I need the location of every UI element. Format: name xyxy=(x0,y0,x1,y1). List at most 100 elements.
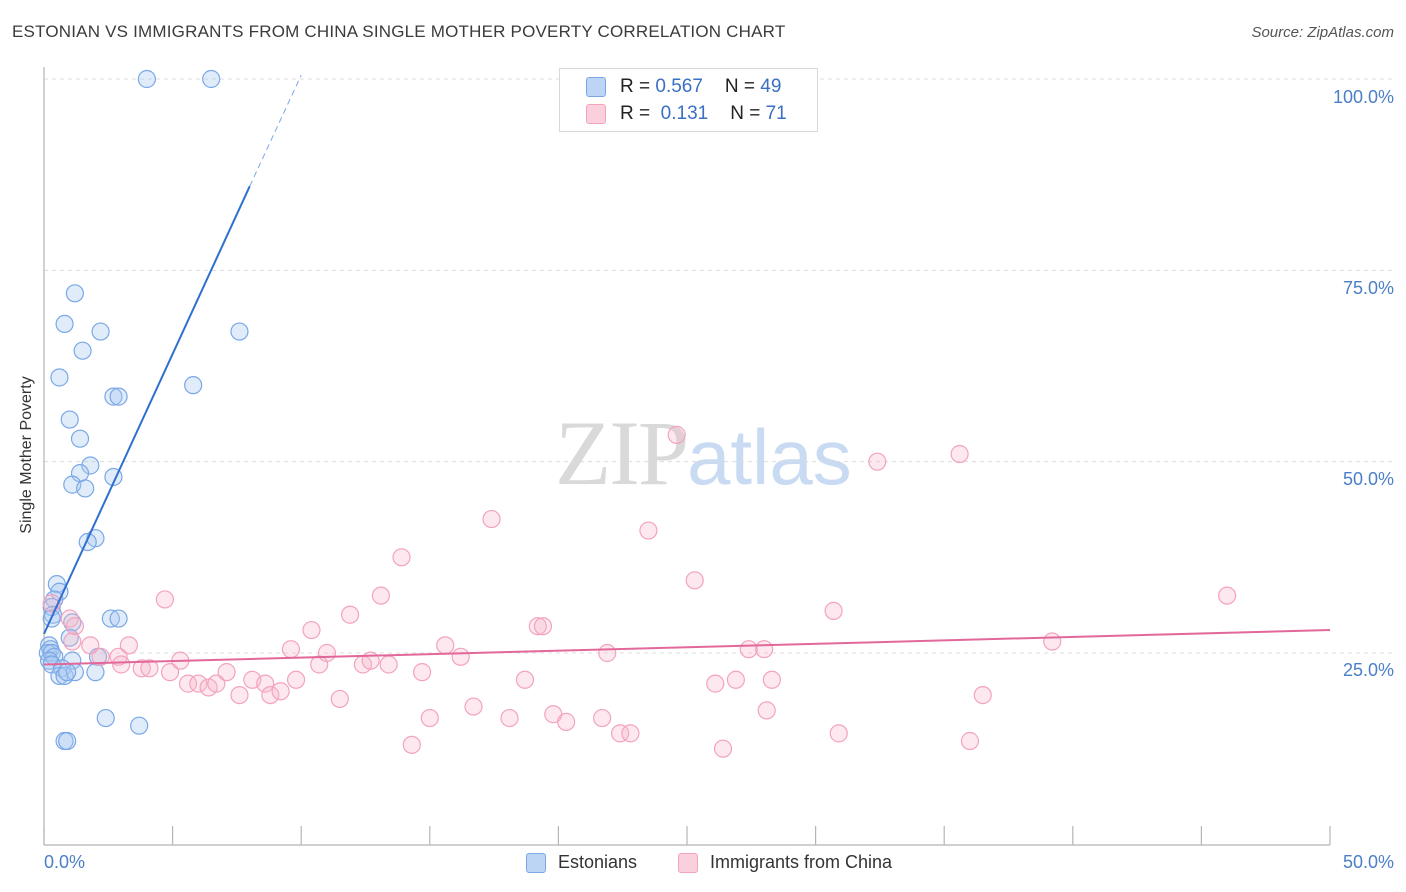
data-point-china xyxy=(160,663,180,682)
legend-r-value: 0.567 xyxy=(655,76,703,97)
legend-swatch-estonians xyxy=(586,77,606,97)
data-point-china xyxy=(950,444,969,464)
data-point-china xyxy=(286,670,306,689)
data-point-china xyxy=(598,643,617,663)
data-point-estonians xyxy=(63,651,82,670)
data-point-china xyxy=(667,425,686,444)
data-point-estonians xyxy=(96,708,115,728)
source-label: Source: ZipAtlas.com xyxy=(1251,24,1394,41)
y-tick-label-100: 100.0% xyxy=(1332,87,1394,107)
data-point-china xyxy=(65,617,84,636)
data-point-china xyxy=(436,636,455,655)
data-point-estonians xyxy=(109,609,128,628)
data-point-china xyxy=(482,509,501,529)
data-point-estonians xyxy=(109,387,128,406)
chart-title: ESTONIAN VS IMMIGRANTS FROM CHINA SINGLE… xyxy=(12,22,786,41)
watermark-atlas: atlas xyxy=(687,413,852,501)
data-point-china xyxy=(706,674,725,693)
data-point-china xyxy=(230,685,249,705)
data-point-china xyxy=(739,640,758,659)
data-point-china xyxy=(155,590,174,609)
data-point-china xyxy=(217,663,236,682)
data-point-china xyxy=(726,670,745,689)
data-point-estonians xyxy=(65,284,84,303)
data-point-estonians xyxy=(60,410,79,429)
data-point-china xyxy=(189,674,208,693)
data-point-china xyxy=(713,739,733,758)
data-point-china xyxy=(1043,632,1062,651)
data-point-china xyxy=(639,521,658,540)
bottom-legend-label-estonians: Estonians xyxy=(558,852,638,872)
data-point-estonians xyxy=(81,456,100,475)
data-point-estonians xyxy=(76,479,95,498)
bottom-legend-swatch-china xyxy=(678,853,698,873)
data-point-china xyxy=(1218,586,1237,605)
legend-n-value: 71 xyxy=(765,103,787,124)
data-point-estonians xyxy=(137,69,156,89)
data-point-china xyxy=(412,663,432,682)
data-point-china xyxy=(256,674,275,693)
data-point-china xyxy=(261,685,280,705)
data-point-china xyxy=(317,643,337,663)
y-tick-label-25: 25.0% xyxy=(1342,660,1394,680)
data-point-estonians xyxy=(55,314,74,334)
legend-r-label: R = xyxy=(620,103,656,124)
data-point-china xyxy=(829,724,848,743)
data-point-estonians xyxy=(91,322,110,341)
data-point-china xyxy=(500,708,519,728)
data-point-china xyxy=(533,617,553,636)
data-point-china xyxy=(112,655,131,674)
data-point-china xyxy=(302,620,321,640)
data-point-estonians xyxy=(58,663,77,682)
legend-swatch-china xyxy=(586,104,606,124)
data-point-estonians xyxy=(50,368,69,387)
trend-line-estonians xyxy=(43,185,251,635)
bottom-legend-label-china: Immigrants from China xyxy=(710,852,893,872)
data-point-estonians xyxy=(202,69,221,89)
data-point-china xyxy=(528,617,547,636)
y-axis-label: Single Mother Poverty xyxy=(18,376,35,534)
data-point-china xyxy=(81,636,100,655)
data-point-china xyxy=(271,682,290,701)
trend-line-estonians-extension xyxy=(249,74,302,187)
legend-n-label: N = xyxy=(724,76,761,97)
legend-r-label: R = xyxy=(620,76,656,97)
data-point-china xyxy=(762,670,781,689)
y-tick-label-75: 75.0% xyxy=(1342,278,1394,298)
data-point-estonians xyxy=(86,663,105,682)
watermark: ZIPatlas xyxy=(555,400,852,506)
x-tick-label-min: 0.0% xyxy=(44,852,86,872)
x-tick-label-max: 50.0% xyxy=(1342,852,1394,872)
data-point-estonians xyxy=(70,429,90,448)
data-point-china xyxy=(621,724,640,743)
data-point-china xyxy=(451,647,470,666)
data-point-estonians xyxy=(73,341,92,360)
data-point-china xyxy=(207,674,226,693)
data-point-china xyxy=(140,659,159,678)
data-point-china xyxy=(611,724,630,743)
data-point-china xyxy=(685,571,704,590)
data-point-china xyxy=(379,655,398,674)
data-point-china xyxy=(178,674,198,693)
data-point-estonians xyxy=(104,387,123,406)
y-tick-label-50: 50.0% xyxy=(1342,469,1394,489)
watermark-zip: ZIP xyxy=(555,402,689,504)
data-point-china xyxy=(420,708,439,728)
bottom-legend-swatch-estonians xyxy=(526,853,546,873)
data-point-china xyxy=(119,636,138,655)
data-point-china xyxy=(371,586,391,605)
data-point-china xyxy=(330,689,349,709)
data-point-china xyxy=(593,708,612,728)
data-point-china xyxy=(63,632,82,651)
data-point-estonians xyxy=(78,532,97,552)
data-point-china xyxy=(973,685,992,705)
data-point-china xyxy=(757,701,776,720)
data-point-china xyxy=(91,647,110,666)
data-point-china xyxy=(464,697,483,716)
data-point-china xyxy=(402,735,421,754)
data-point-china xyxy=(557,712,576,731)
legend-n-value: 49 xyxy=(760,76,782,97)
trend-line-china xyxy=(43,629,1331,666)
correlation-legend: R = 0.567 N = 49 R = 0.131 N = 71 xyxy=(559,68,818,132)
